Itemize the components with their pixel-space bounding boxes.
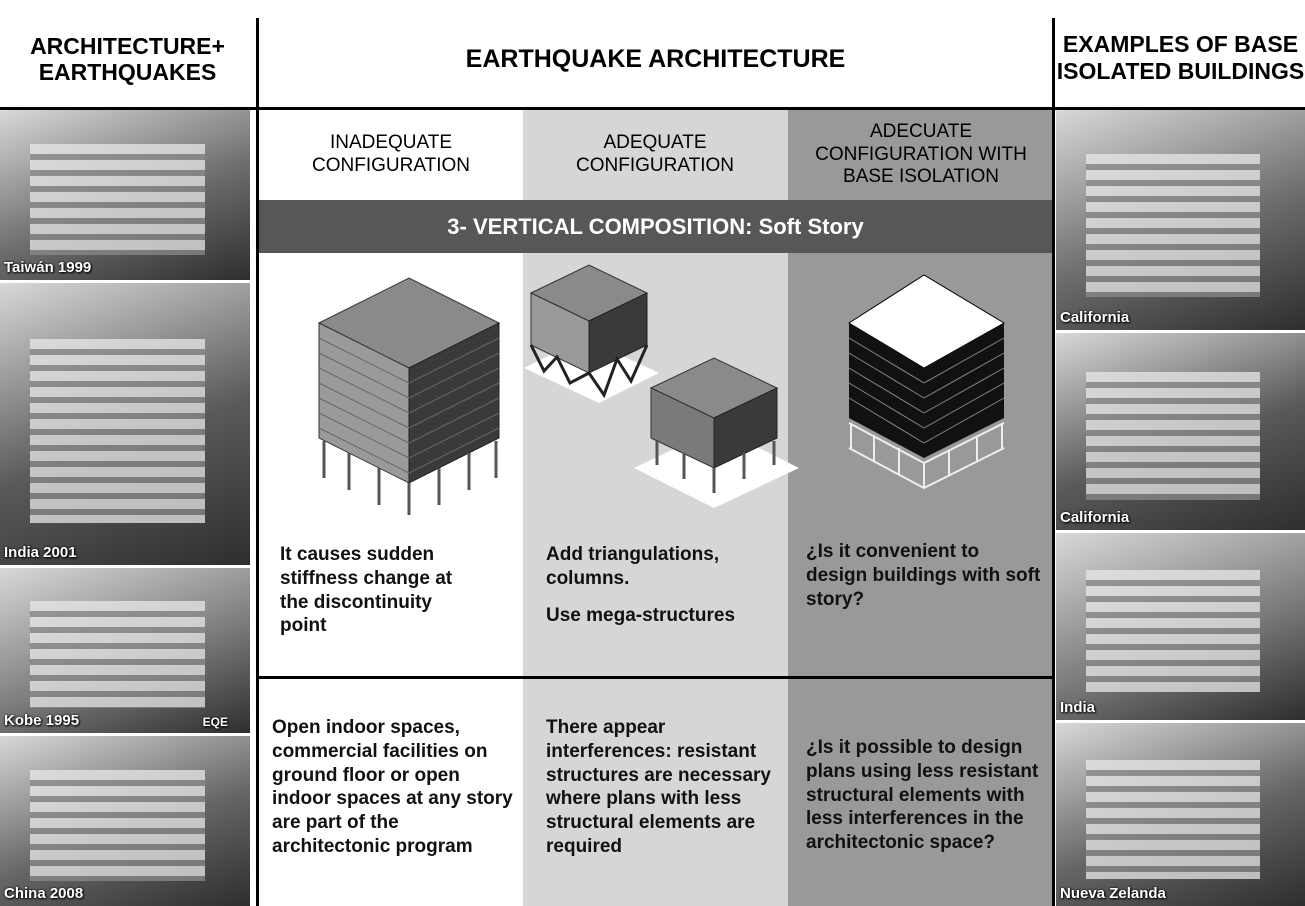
photo-building (1086, 154, 1260, 297)
building-diagrams (259, 253, 1052, 515)
column-heading: ADEQUATE CONFIGURATION (535, 112, 775, 198)
note-text: ¿Is it possible to design plans using le… (806, 736, 1051, 855)
photo: India 2001 (0, 283, 250, 565)
photo-building (1086, 570, 1260, 692)
photo-building (1086, 760, 1260, 879)
note-text: Open indoor spaces, commercial facilitie… (272, 716, 517, 859)
photo-caption: California (1060, 509, 1129, 526)
building-isolated (849, 275, 1004, 488)
photo-caption: India (1060, 699, 1095, 716)
column-heading: ADECUATE CONFIGURATION WITH BASE ISOLATI… (795, 112, 1047, 198)
right-title: EXAMPLES OF BASE ISOLATED BUILDINGS (1056, 10, 1305, 105)
effect-text: Add triangulations, columns. (546, 543, 766, 591)
photo-caption: Nueva Zelanda (1060, 885, 1166, 902)
row-rule (259, 676, 1052, 679)
effect-text: It causes sudden stiffness change at the… (280, 543, 480, 638)
photo: Kobe 1995 EQE (0, 568, 250, 733)
effect-text: ¿Is it convenient to design buildings wi… (806, 540, 1041, 611)
divider (1052, 18, 1055, 906)
photo-caption: China 2008 (4, 885, 83, 902)
photo: California (1056, 110, 1305, 330)
photo: India (1056, 533, 1305, 720)
column-heading: INADEQUATE CONFIGURATION (259, 112, 523, 198)
photo: Nueva Zelanda (1056, 723, 1305, 906)
page: ARCHITECTURE+ EARTHQUAKES EARTHQUAKE ARC… (0, 0, 1305, 906)
note-text: There appear interferences: resistant st… (546, 716, 771, 859)
photo-credit: EQE (203, 715, 228, 729)
effect-text: Use mega-structures (546, 604, 776, 628)
building-soft-story (319, 278, 499, 515)
photo-building (1086, 372, 1260, 500)
center-title: EARTHQUAKE ARCHITECTURE (258, 15, 1053, 103)
photo-building (30, 770, 205, 881)
photo-building (30, 144, 205, 255)
photo: China 2008 (0, 736, 250, 906)
photo-building (30, 601, 205, 708)
photo: Taiwán 1999 (0, 110, 250, 280)
photo-caption: Kobe 1995 (4, 712, 79, 729)
building-braced (524, 265, 799, 508)
photo-building (30, 339, 205, 522)
banner: 3- VERTICAL COMPOSITION: Soft Story (259, 200, 1052, 253)
left-title: ARCHITECTURE+ EARTHQUAKES (0, 15, 255, 103)
photo-caption: California (1060, 309, 1129, 326)
photo: California (1056, 333, 1305, 530)
photo-caption: India 2001 (4, 544, 77, 561)
photo-caption: Taiwán 1999 (4, 259, 91, 276)
